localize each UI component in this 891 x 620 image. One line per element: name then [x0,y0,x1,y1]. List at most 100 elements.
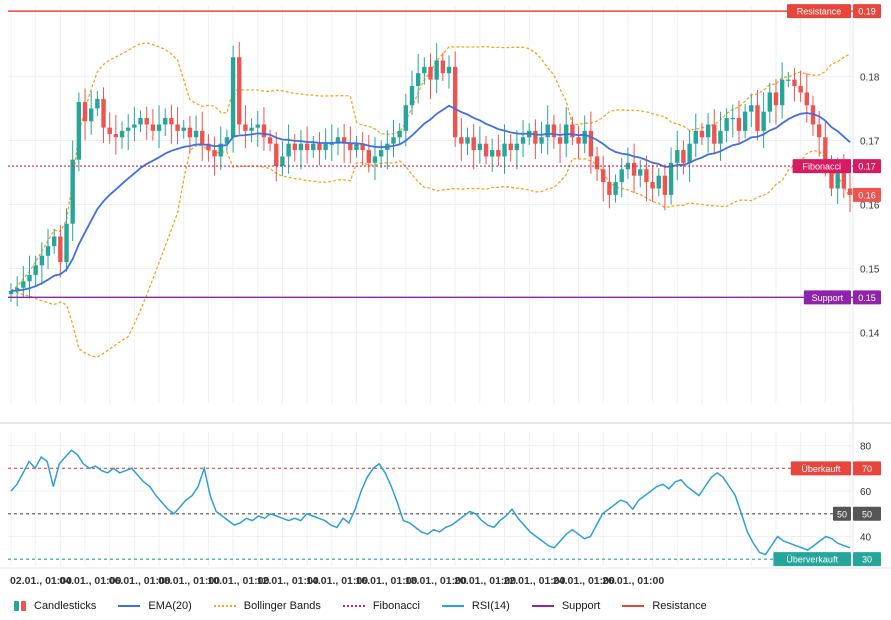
candle-body [224,137,230,144]
candle-body [378,150,384,157]
legend-item-bollinger[interactable]: Bollinger Bands [213,600,321,612]
candle-body [619,169,624,183]
candle-body [298,143,304,151]
candle-body [545,124,550,138]
support-swatch-icon [531,605,554,607]
candle-body [502,143,507,157]
candle-body [95,98,100,109]
price-tick-label: 0.14 [860,329,880,340]
candle-body [508,143,513,151]
support-value-badge [853,290,881,305]
candle-body [767,92,773,112]
candle-body [736,118,742,131]
candle-body [280,156,285,167]
rsi-swatch-icon [441,605,464,607]
candle-body [101,98,106,128]
resistance-label-badge [787,4,851,19]
legend-label-resistance: Resistance [652,600,707,612]
legend-item-ema[interactable]: EMA(20) [118,600,192,612]
candle-body [237,57,242,125]
candle-body [163,118,168,125]
candle-body [489,150,495,157]
legend-item-candlesticks[interactable]: Candlesticks [14,600,96,612]
candle-body [601,169,606,183]
candle-body [792,79,797,87]
ema20-line [10,104,851,292]
candle-body [329,143,334,145]
candle-body [82,102,88,122]
rsi-level-value-badge-label: 50 [862,509,872,519]
resistance-value-badge-label: 0.19 [858,7,876,17]
candle-body [107,127,112,135]
candle-body [582,130,587,144]
candle-body [304,143,310,151]
candle-body [496,150,501,157]
candle-body [693,130,698,144]
candle-body [261,124,267,138]
candle-body [779,79,785,106]
candle-body [638,169,643,176]
candle-body [576,137,581,144]
x-tick-label: 04.01., 01:00 [59,575,121,587]
candle-body [200,130,205,144]
x-tick-label: 02.01., 01:00 [10,575,72,587]
candle-body [533,130,538,144]
price-tick-label: 0.17 [860,136,880,147]
candle-body [829,162,834,189]
candle-body [409,86,415,106]
candle-body [823,137,828,163]
candle-body [144,118,149,125]
legend-label-rsi: RSI(14) [471,600,510,612]
candle-body [58,236,63,263]
legend: Candlesticks EMA(20) Bollinger Bands Fib… [0,592,891,620]
candle-body [452,66,458,138]
x-tick-label: 08.01., 01:00 [158,575,220,587]
candle-body [687,143,692,163]
candle-body [465,137,470,144]
candle-body [366,150,372,163]
candle-body [428,66,433,80]
support-value-badge-label: 0.15 [858,293,876,303]
candle-body [798,86,803,93]
candle-body [705,124,711,138]
price-tick-label: 0.15 [860,265,880,276]
x-tick-label: 26.01., 01:00 [602,575,664,587]
candle-body [613,182,618,195]
x-tick-label: 12.01., 01:00 [257,575,319,587]
candle-body [119,130,125,138]
legend-label-ema: EMA(20) [148,600,192,612]
rsi-tick-label: 60 [860,487,872,498]
candle-body [292,143,297,151]
candle-body [403,105,409,131]
resistance-value-badge [853,4,881,19]
fibonacci-label-badge-label: Fibonacci [803,162,842,172]
candle-body [317,143,322,151]
rsi-level-value-badge-label: 30 [862,555,872,565]
candle-body [156,124,162,131]
candle-body [230,57,236,138]
legend-item-support[interactable]: Support [531,600,601,612]
candle-body [459,137,464,144]
candle-body [786,79,791,81]
legend-item-rsi[interactable]: RSI(14) [441,600,510,612]
x-tick-label: 10.01., 01:00 [207,575,269,587]
price-tick-label: 0.16 [860,201,880,212]
candle-body [169,118,174,125]
candle-body [249,127,254,131]
rsi-level-label-badge [773,552,851,567]
candle-body [477,143,483,151]
candle-body [681,150,686,163]
candle-body [656,175,661,189]
legend-item-fibonacci[interactable]: Fibonacci [342,600,420,612]
legend-label-support: Support [561,600,601,612]
rsi-level-label-badge [833,506,851,521]
resistance-swatch-icon [622,605,645,607]
candle-body [551,124,557,138]
candle-body [76,102,82,160]
rsi-level-value-badge-label: 70 [862,464,872,474]
candle-body [570,124,575,138]
candle-body [397,130,402,138]
candle-body [39,255,45,266]
legend-label-bollinger: Bollinger Bands [243,600,321,612]
legend-item-resistance[interactable]: Resistance [622,600,707,612]
